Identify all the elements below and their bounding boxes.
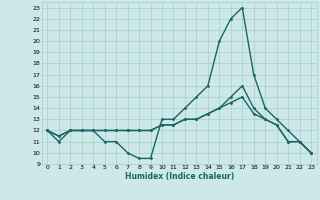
X-axis label: Humidex (Indice chaleur): Humidex (Indice chaleur)	[124, 172, 234, 181]
